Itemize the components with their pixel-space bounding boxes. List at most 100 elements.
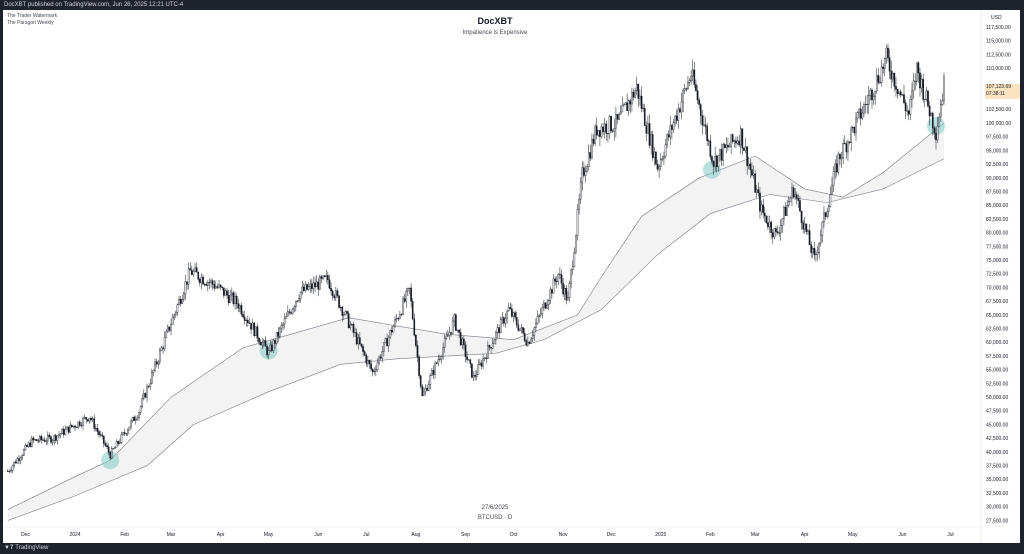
candle	[840, 152, 843, 169]
candle	[215, 280, 217, 289]
candle	[107, 443, 110, 456]
candle-body	[351, 324, 353, 326]
candle	[504, 313, 507, 328]
candle	[267, 347, 270, 360]
candle	[751, 162, 753, 177]
candle	[576, 204, 579, 241]
candle	[229, 289, 232, 304]
candle	[218, 280, 220, 289]
candle	[696, 85, 699, 104]
candle-body	[655, 151, 657, 165]
candle-body	[643, 107, 646, 126]
candle-body	[231, 292, 233, 296]
candle	[223, 287, 225, 299]
candle	[143, 389, 145, 401]
candle	[813, 241, 816, 261]
candle	[631, 87, 633, 112]
candle-body	[168, 326, 171, 331]
candle	[184, 275, 187, 300]
candle-body	[458, 329, 460, 333]
candle-body	[939, 104, 942, 118]
candle-body	[45, 440, 48, 442]
candle-body	[592, 139, 595, 144]
candle-body	[8, 470, 11, 472]
price-tick-label: 110,000.00	[986, 66, 1011, 72]
candle-body	[234, 296, 236, 304]
candle	[64, 425, 67, 436]
candle	[211, 278, 214, 290]
price-tick-label: 85,000.00	[986, 203, 1008, 209]
candle-body	[888, 57, 891, 72]
candle-body	[730, 134, 732, 147]
candle	[861, 106, 864, 121]
candle-body	[733, 140, 736, 142]
candle	[554, 276, 556, 286]
price-tick-label: 82,500.00	[986, 217, 1008, 223]
candle-body	[707, 140, 710, 142]
candle	[912, 72, 915, 100]
candle-body	[317, 281, 320, 290]
candle	[936, 116, 939, 144]
candle	[24, 443, 27, 451]
candle-body	[634, 90, 636, 98]
candle	[319, 274, 321, 290]
candle	[669, 115, 672, 145]
candle-body	[151, 372, 153, 384]
candle-body	[453, 314, 456, 322]
time-axis[interactable]: Dec 2024 Feb Mar Apr May Jun Jul Aug Sep Oct Nov Dec…	[21, 532, 954, 538]
price-chart[interactable]: 117,500.00 115,000.00 112,500.00 110,000.00…	[3, 10, 1020, 543]
candle-body	[429, 375, 432, 385]
candle-body	[618, 113, 620, 120]
candle	[18, 455, 20, 465]
time-tick-label: Jul	[947, 532, 953, 538]
candle-body	[112, 448, 115, 450]
candle	[466, 351, 468, 363]
candle-body	[603, 123, 606, 132]
candle-body	[147, 386, 150, 388]
candle-body	[392, 326, 395, 333]
candle-body	[762, 204, 764, 214]
candle-body	[759, 192, 761, 212]
candle	[895, 77, 897, 97]
candle	[851, 126, 854, 133]
candle-body	[250, 323, 252, 330]
candle-body	[219, 284, 222, 288]
candle	[805, 223, 808, 235]
price-tick-label: 45,000.00	[986, 422, 1008, 428]
candle	[487, 340, 489, 359]
candle	[765, 215, 768, 225]
candle-body	[898, 91, 900, 95]
candle	[546, 299, 548, 310]
candle	[909, 95, 912, 121]
candle-body	[775, 228, 777, 232]
candle-body	[24, 445, 27, 450]
candle-body	[88, 417, 91, 422]
tradingview-logo[interactable]: ▼7 TradingView	[4, 543, 48, 554]
candle-body	[610, 116, 612, 132]
candle	[205, 281, 208, 287]
candle-body	[683, 88, 686, 91]
price-axis[interactable]: 117,500.00 115,000.00 112,500.00 110,000.00…	[986, 25, 1011, 524]
candle-body	[437, 359, 440, 364]
candle-body	[410, 287, 412, 302]
candle	[63, 426, 65, 438]
candle	[21, 453, 24, 461]
candle	[459, 328, 462, 347]
candle-body	[842, 142, 844, 159]
candle	[271, 340, 273, 353]
candle	[682, 88, 684, 113]
candle-body	[87, 419, 89, 422]
candle-body	[272, 340, 275, 351]
candle	[287, 305, 289, 317]
candle-body	[354, 332, 356, 334]
candle-body	[176, 304, 179, 313]
candle	[517, 319, 520, 332]
candle	[607, 132, 609, 143]
candle-body	[813, 247, 816, 256]
candle-body	[55, 435, 57, 441]
candle	[615, 106, 617, 138]
candle	[794, 188, 796, 200]
candle-body	[533, 327, 536, 336]
candle-body	[282, 323, 284, 326]
candle-body	[77, 421, 80, 428]
